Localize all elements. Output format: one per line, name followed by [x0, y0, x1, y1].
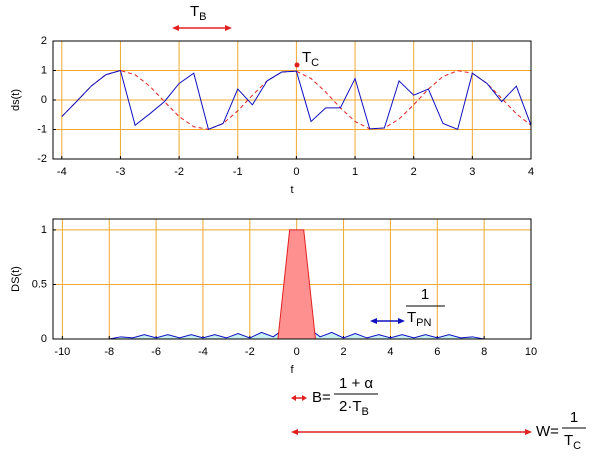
x-tick-label: 6: [434, 346, 440, 358]
numerator: 1: [570, 409, 578, 426]
y-tick-label: 0: [41, 94, 47, 106]
arrow-head: [172, 25, 232, 31]
denominator: TC: [564, 432, 581, 452]
lhs: B=: [312, 389, 331, 406]
sub: C: [573, 440, 581, 452]
w-annotation: W= 1 TC: [291, 409, 586, 452]
plot-frame: [52, 218, 532, 340]
x-tick-label: -4: [57, 166, 67, 178]
series-line: [61, 69, 532, 130]
x-tick-label: -2: [174, 166, 184, 178]
sub: B: [199, 11, 206, 23]
denominator: 2·TB: [339, 398, 369, 418]
sub: B: [362, 406, 369, 418]
series-line: [61, 69, 532, 130]
main: 2·T: [339, 398, 362, 415]
main: T: [302, 49, 311, 66]
main: T: [190, 3, 199, 20]
y-tick-label: 2: [41, 35, 47, 47]
y-tick-label: 0.5: [32, 278, 47, 290]
x-tick-label: 0: [293, 166, 299, 178]
x-tick-label: 4: [528, 166, 534, 178]
x-tick-label: -10: [54, 346, 70, 358]
x-tick-label: 8: [481, 346, 487, 358]
x-tick-label: 1: [352, 166, 358, 178]
y-axis-label: ds(t): [10, 89, 22, 111]
y-axis-label: DS(t): [10, 266, 22, 292]
x-tick-label: 10: [525, 346, 537, 358]
denominator: TPN: [407, 309, 432, 329]
numerator: 1: [421, 286, 429, 303]
numerator: 1 + α: [339, 375, 373, 392]
arrow-head: [370, 318, 405, 324]
y-tick-label: 1: [41, 224, 47, 236]
tc-annotation: TC: [294, 49, 319, 69]
x-tick-label: -4: [198, 346, 208, 358]
x-tick-label: 2: [340, 346, 346, 358]
sub: PN: [416, 317, 431, 329]
x-tick-label: -1: [233, 166, 243, 178]
dot: [294, 62, 300, 68]
y-tick-label: -1: [37, 123, 47, 135]
tc-label: TC: [302, 49, 319, 69]
tpn-annotation: 1 TPN: [370, 286, 445, 329]
x-tick-label: 4: [387, 346, 393, 358]
tb-annotation: TB: [172, 3, 232, 31]
plot-frame: [52, 40, 532, 160]
plot: -4 -3 -2 -1 0 1 2 3 4 -2 -1 0 1 2 t ds(t): [10, 35, 534, 196]
x-tick-label: 0: [294, 346, 300, 358]
x-tick-label: -6: [151, 346, 161, 358]
main: T: [407, 309, 416, 326]
x-axis-label: f: [290, 364, 294, 376]
x-axis-label: t: [290, 184, 293, 196]
y-tick-label: 1: [41, 64, 47, 76]
bandwidth-annotation: B= 1 + α 2·TB: [291, 375, 378, 418]
lhs: W=: [536, 423, 559, 440]
x-tick-label: -3: [116, 166, 126, 178]
arrow-head: [291, 395, 307, 401]
x-tick-label: -8: [104, 346, 114, 358]
x-tick-label: 3: [469, 166, 475, 178]
main: T: [564, 432, 573, 449]
tb-label: TB: [190, 3, 207, 23]
x-tick-label: 2: [411, 166, 417, 178]
x-tick-label: -2: [245, 346, 255, 358]
plot: -10 -8 -6 -4 -2 0 2 4 6 8 10 0 0.5 1 f DS(t): [10, 218, 537, 376]
y-tick-label: -2: [37, 153, 47, 165]
y-tick-label: 0: [41, 333, 47, 345]
sub: C: [311, 57, 319, 69]
